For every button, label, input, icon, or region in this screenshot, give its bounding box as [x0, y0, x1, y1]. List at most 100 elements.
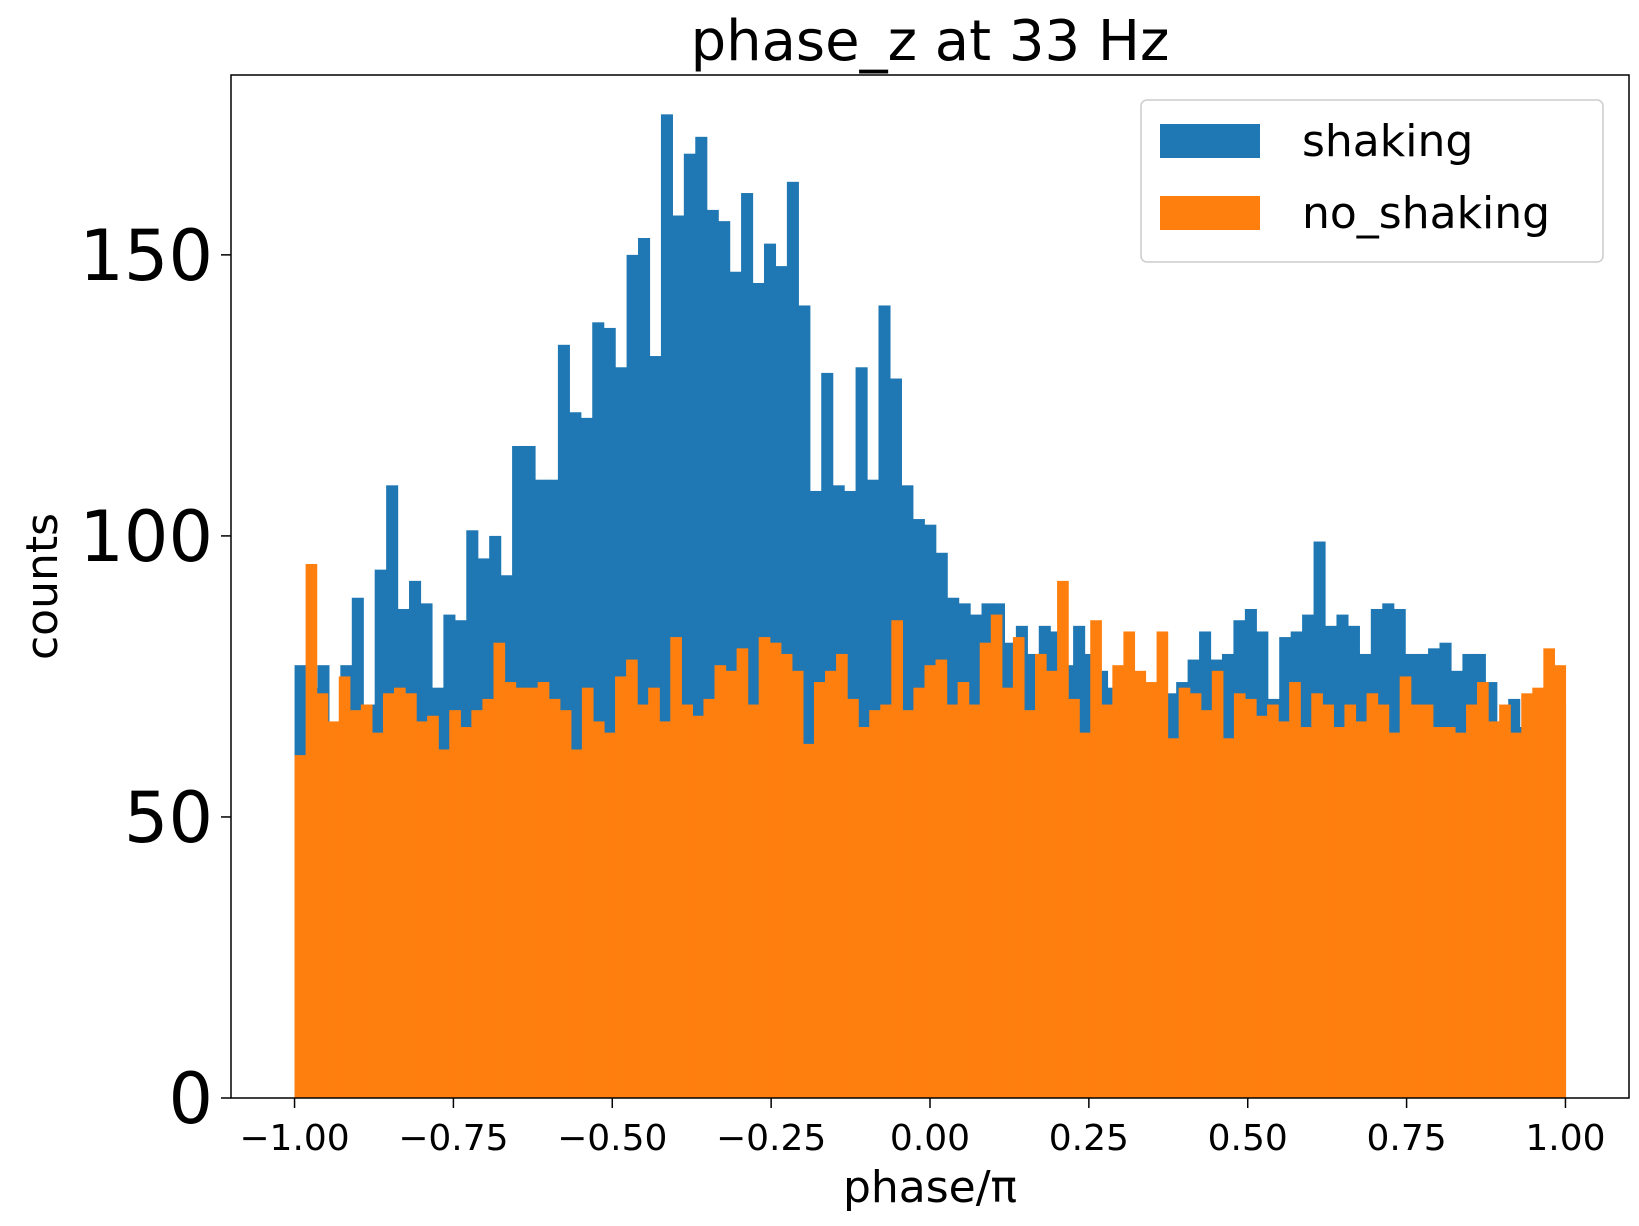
bar-no-shaking — [681, 704, 693, 1098]
bar-no-shaking — [659, 721, 671, 1098]
bar-no-shaking — [813, 682, 826, 1098]
bar-no-shaking — [703, 698, 716, 1098]
bar-no-shaking — [1554, 665, 1567, 1098]
bar-no-shaking — [1211, 670, 1224, 1098]
bar-no-shaking — [1068, 698, 1080, 1098]
bar-no-shaking — [670, 637, 682, 1098]
bar-no-shaking — [637, 704, 649, 1098]
bar-no-shaking — [935, 659, 948, 1098]
bar-no-shaking — [1465, 704, 1478, 1098]
bar-no-shaking — [382, 693, 395, 1098]
bar-no-shaking — [1510, 732, 1522, 1098]
bar-no-shaking — [1200, 710, 1213, 1098]
bar-no-shaking — [714, 665, 727, 1098]
x-tick-label: 0.75 — [1367, 1118, 1447, 1159]
bar-no-shaking — [405, 693, 417, 1098]
bar-no-shaking — [1443, 727, 1456, 1098]
bar-no-shaking — [924, 665, 937, 1098]
bar-no-shaking — [736, 648, 749, 1098]
x-axis: −1.00 −0.75 −0.50 −0.25 0.00 0.25 0.50 0.75 1.00 — [239, 1098, 1606, 1159]
bar-no-shaking — [825, 670, 837, 1098]
bar-no-shaking — [526, 687, 539, 1098]
y-tick-label: 0 — [168, 1058, 213, 1140]
bar-no-shaking — [1244, 698, 1257, 1098]
bar-no-shaking — [615, 676, 627, 1098]
bar-no-shaking — [1112, 665, 1124, 1098]
x-tick-label: −1.00 — [239, 1118, 349, 1159]
bar-no-shaking — [349, 710, 362, 1098]
bar-no-shaking — [648, 687, 660, 1098]
bar-no-shaking — [1333, 727, 1346, 1098]
bar-no-shaking — [515, 687, 528, 1098]
legend: shaking no_shaking — [1140, 99, 1604, 263]
bar-no-shaking — [1278, 721, 1290, 1098]
x-tick-label: 0.25 — [1049, 1118, 1129, 1159]
bar-no-shaking — [957, 682, 970, 1098]
bars-layer — [294, 114, 1567, 1099]
bar-no-shaking — [1399, 676, 1412, 1098]
bar-no-shaking — [1001, 687, 1014, 1098]
bar-no-shaking — [858, 727, 870, 1098]
bar-no-shaking — [360, 704, 373, 1098]
bar-no-shaking — [1145, 682, 1158, 1098]
bar-no-shaking — [1311, 693, 1323, 1098]
legend-swatch-shaking — [1160, 124, 1260, 158]
legend-swatch-no-shaking — [1160, 196, 1260, 230]
bar-no-shaking — [603, 732, 616, 1098]
bar-no-shaking — [394, 687, 406, 1098]
x-axis-label: phase/π — [843, 1162, 1017, 1213]
bar-no-shaking — [747, 704, 760, 1098]
bar-no-shaking — [1322, 704, 1334, 1098]
bar-no-shaking — [581, 687, 594, 1098]
bar-no-shaking — [1046, 670, 1058, 1098]
bar-no-shaking — [880, 704, 892, 1098]
bar-no-shaking — [1454, 732, 1467, 1098]
bar-no-shaking — [537, 682, 550, 1098]
bar-no-shaking — [891, 620, 903, 1098]
bar-no-shaking — [427, 715, 439, 1098]
bar-no-shaking — [847, 698, 859, 1098]
bar-no-shaking — [416, 721, 428, 1098]
bar-no-shaking — [1134, 670, 1147, 1098]
bar-no-shaking — [780, 653, 793, 1098]
bar-no-shaking — [1079, 732, 1091, 1098]
bar-no-shaking — [769, 642, 782, 1098]
bar-no-shaking — [482, 698, 495, 1098]
bar-no-shaking — [371, 732, 384, 1098]
bar-no-shaking — [802, 743, 815, 1098]
bar-no-shaking — [570, 749, 583, 1098]
bar-no-shaking — [725, 670, 738, 1098]
bar-no-shaking — [1101, 704, 1113, 1098]
bar-no-shaking — [1366, 693, 1379, 1098]
y-tick-label: 150 — [79, 215, 213, 297]
bar-no-shaking — [1344, 704, 1357, 1098]
bar-no-shaking — [1267, 704, 1279, 1098]
bar-no-shaking — [1488, 721, 1500, 1098]
bar-no-shaking — [1034, 653, 1047, 1098]
bar-no-shaking — [1123, 631, 1136, 1098]
bar-no-shaking — [1256, 715, 1268, 1098]
bar-no-shaking — [1156, 631, 1169, 1098]
bar-no-shaking — [968, 704, 981, 1098]
legend-label-no-shaking: no_shaking — [1302, 188, 1550, 239]
bar-no-shaking — [990, 614, 1003, 1098]
bar-no-shaking — [791, 670, 804, 1098]
bar-no-shaking — [471, 710, 484, 1098]
bar-no-shaking — [1410, 704, 1423, 1098]
bar-no-shaking — [1300, 727, 1312, 1098]
bar-no-shaking — [1521, 693, 1533, 1098]
bar-no-shaking — [946, 704, 959, 1098]
bar-no-shaking — [692, 715, 705, 1098]
bar-no-shaking — [1090, 620, 1102, 1098]
bar-no-shaking — [493, 642, 506, 1098]
bar-no-shaking — [1289, 682, 1301, 1098]
bar-no-shaking — [327, 721, 340, 1098]
bar-no-shaking — [902, 710, 915, 1098]
x-tick-label: −0.50 — [557, 1118, 667, 1159]
bar-no-shaking — [1377, 704, 1390, 1098]
bar-no-shaking — [1355, 721, 1368, 1098]
bar-no-shaking — [559, 710, 572, 1098]
bar-no-shaking — [338, 676, 351, 1098]
x-tick-label: 0.50 — [1208, 1118, 1288, 1159]
